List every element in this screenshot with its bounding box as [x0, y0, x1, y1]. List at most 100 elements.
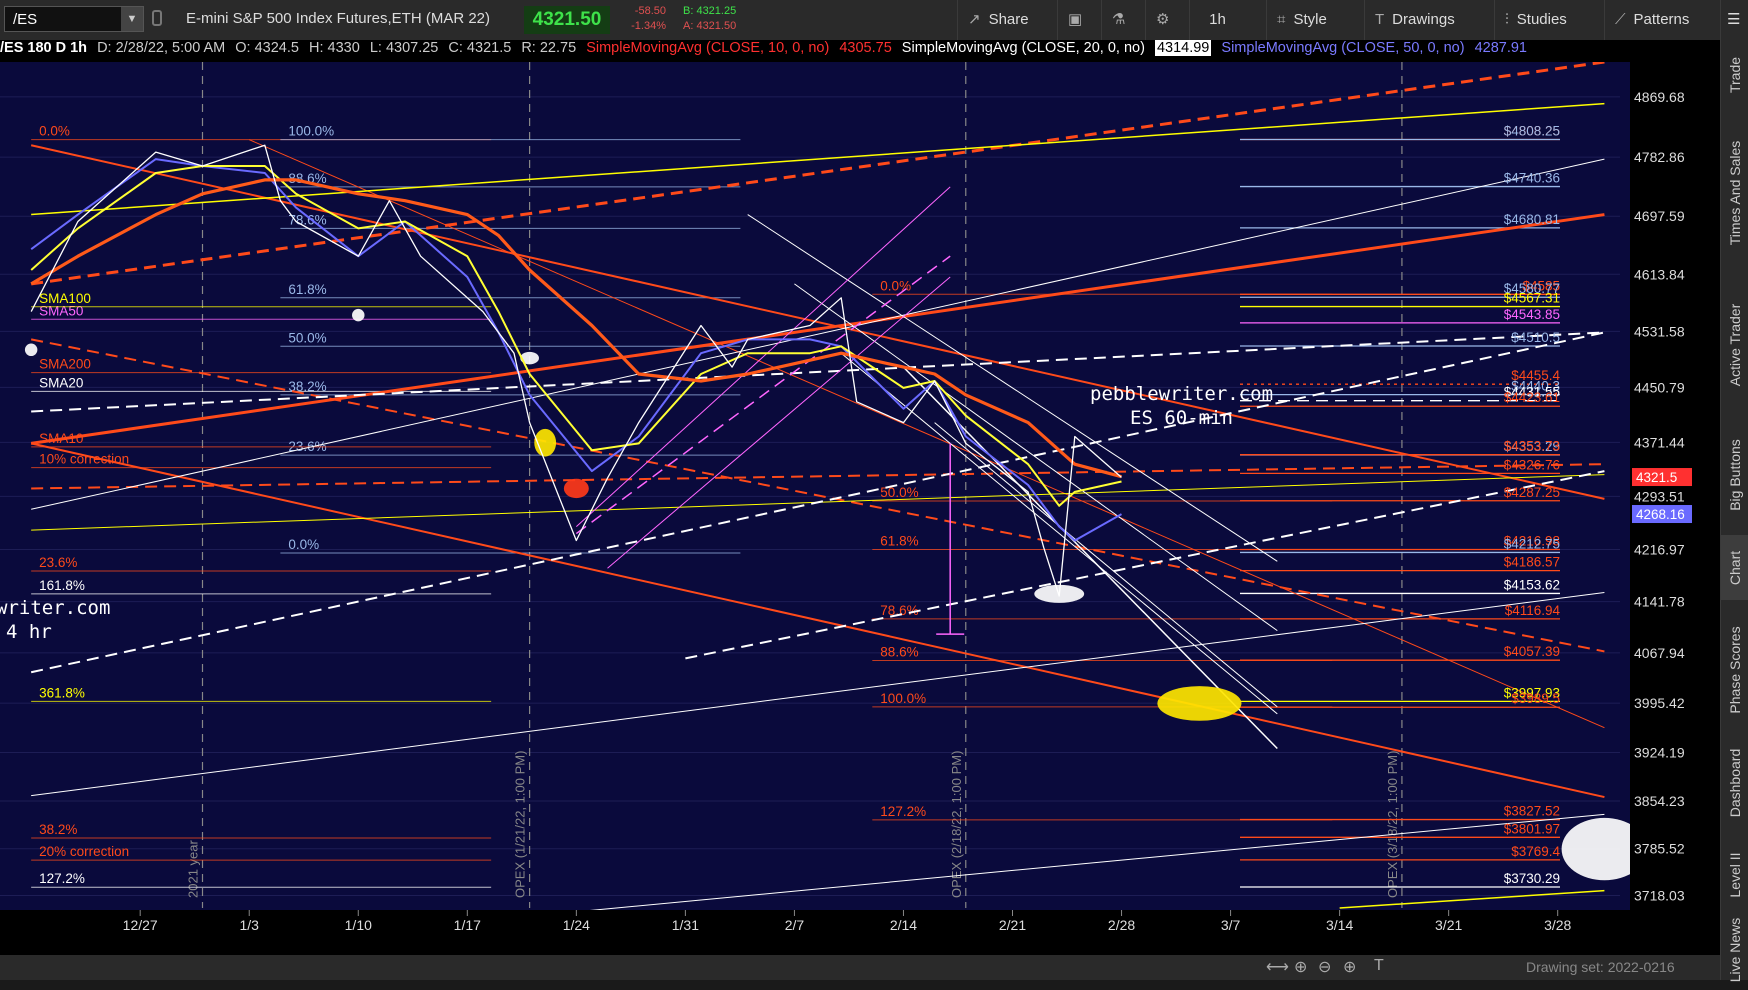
vertical-marker-label: OPEX (3/18/22, 1:00 PM): [1385, 751, 1400, 898]
studies-icon: ⫶: [1505, 11, 1509, 28]
price-tick-label: 4293.51: [1634, 488, 1685, 504]
sma10-legend[interactable]: SimpleMovingAvg (CLOSE, 10, 0, no): [586, 40, 830, 56]
price-tick-label: 4216.97: [1634, 542, 1685, 558]
price-tick-label: 4067.94: [1634, 645, 1685, 661]
tab-phase-scores[interactable]: Phase Scores: [1727, 626, 1743, 714]
crosshair-icon[interactable]: ⊕: [1294, 959, 1308, 976]
price-tick-label: 3854.23: [1634, 793, 1685, 809]
fib-level-label: 0.0%: [39, 124, 70, 139]
level-price-label: $4808.25: [1504, 123, 1560, 138]
level-price-label: $4212.75: [1504, 536, 1560, 551]
bar-range: R: 22.75: [521, 40, 577, 56]
chevron-down-icon[interactable]: ▼: [121, 7, 143, 31]
level-price-label: $4423.61: [1504, 390, 1560, 405]
tab-chart[interactable]: Chart: [1721, 535, 1748, 600]
trendline: [747, 214, 1278, 562]
bar-open: O: 4324.5: [235, 40, 299, 56]
left-watermark-label: 4 hr: [6, 621, 52, 643]
level-price-label: $3801.97: [1504, 821, 1560, 836]
highlight-ellipse: [24, 343, 38, 357]
price-tick-label: 4531.58: [1634, 323, 1685, 339]
trendline: [685, 470, 1605, 660]
sma-line-1: [30, 165, 1122, 507]
share-icon: ↗: [968, 11, 981, 28]
price-axis[interactable]: 4869.68 4782.86 4697.59 4613.84 4531.58 4450.…: [1630, 40, 1720, 960]
price-tick-label: 4141.78: [1634, 594, 1685, 610]
x-tick-label: 3/7: [1221, 917, 1241, 933]
x-tick-label: 1/24: [563, 917, 590, 933]
menu-button[interactable]: ☰: [1720, 0, 1748, 40]
settings-button[interactable]: ⚙: [1145, 0, 1189, 40]
price-tick-label: 3924.19: [1634, 745, 1685, 761]
level-price-label: $4567.31: [1504, 291, 1560, 306]
style-button[interactable]: ⌗ Style: [1266, 0, 1364, 40]
fib-level-label: 20% correction: [39, 844, 129, 859]
level-price-label: $4585: [1522, 278, 1560, 293]
price-tick-label: 4450.79: [1634, 379, 1685, 395]
drawings-button[interactable]: T Drawings: [1364, 0, 1494, 40]
trendline: [934, 422, 1278, 708]
trendline: [31, 591, 1605, 797]
fib-level-label: 88.6%: [880, 644, 918, 659]
price-tick-label: 3718.03: [1634, 887, 1685, 903]
sma20-legend[interactable]: SimpleMovingAvg (CLOSE, 20, 0, no): [901, 40, 1145, 56]
level-price-label: $3827.52: [1504, 804, 1560, 819]
trendline: [30, 442, 1605, 799]
tab-active-trader[interactable]: Active Trader: [1727, 303, 1743, 387]
x-tick-label: 12/27: [123, 917, 158, 933]
tab-dashboard[interactable]: Dashboard: [1727, 748, 1743, 817]
fib-level-label: 10% correction: [39, 452, 129, 467]
flask-button[interactable]: ⚗: [1101, 0, 1145, 40]
zoom-out-icon[interactable]: ⊖: [1318, 959, 1332, 976]
chart-plot[interactable]: OPEX (1/21/22, 1:00 PM) OPEX (2/18/22, 1:…: [0, 40, 1630, 960]
patterns-button[interactable]: ⟋ Patterns: [1604, 0, 1720, 40]
tab-trade[interactable]: Trade: [1727, 56, 1743, 94]
price-tick-label: 3995.42: [1634, 695, 1685, 711]
bid-value: B: 4321.25: [683, 5, 737, 17]
share-button[interactable]: ↗ Share: [957, 0, 1057, 40]
style-label: Style: [1293, 11, 1327, 28]
bar-date: D: 2/28/22, 5:00 AM: [97, 40, 226, 56]
trendline: [249, 139, 1605, 729]
trendline: [576, 186, 951, 527]
chart-area[interactable]: OPEX (1/21/22, 1:00 PM) OPEX (2/18/22, 1:…: [0, 40, 1630, 960]
tab-big-buttons[interactable]: Big Buttons: [1727, 439, 1743, 511]
x-tick-label: 1/3: [239, 917, 259, 933]
price-badge: [1632, 468, 1692, 487]
timeframe-button[interactable]: 1h: [1189, 0, 1245, 40]
link-icon[interactable]: [152, 10, 162, 26]
symbol-selector[interactable]: /ES ▼: [4, 6, 144, 32]
level-price-label: $4440.3: [1511, 379, 1560, 394]
text-tool-icon[interactable]: T: [1374, 957, 1384, 974]
patterns-label: Patterns: [1633, 11, 1690, 28]
trendline: [840, 352, 1278, 715]
text-tool-icon: T: [1375, 11, 1385, 28]
studies-button[interactable]: ⫶ Studies: [1494, 0, 1604, 40]
trendline: [31, 102, 1605, 216]
zoom-in-icon[interactable]: ⊕: [1343, 959, 1357, 976]
symbol-description: E-mini S&P 500 Index Futures,ETH (MAR 22…: [186, 10, 490, 27]
fib-level-label: 127.2%: [880, 804, 926, 819]
bar-low: L: 4307.25: [369, 40, 439, 56]
snapshot-button[interactable]: ▣: [1057, 0, 1101, 40]
level-price-label: $4543.85: [1504, 307, 1560, 322]
study-header: /ES 180 D 1h D: 2/28/22, 5:00 AM O: 4324…: [0, 40, 1630, 62]
drawings-label: Drawings: [1392, 11, 1455, 28]
share-label: Share: [988, 11, 1029, 28]
pan-icon[interactable]: ⟷: [1266, 959, 1289, 976]
vertical-marker-label: OPEX (1/21/22, 1:00 PM): [513, 751, 528, 898]
gear-icon: ⚙: [1156, 11, 1170, 28]
patterns-icon: ⟋: [1615, 11, 1626, 28]
tab-level-ii[interactable]: Level II: [1727, 852, 1743, 898]
price-tick-label: 4697.59: [1634, 208, 1685, 224]
ask-value: A: 4321.50: [683, 20, 737, 32]
highlight-ellipse: [1561, 817, 1630, 881]
sma50-value: 4287.91: [1474, 40, 1527, 56]
price-badge-label: 4321.5: [1636, 470, 1677, 485]
last-price: 4321.50: [524, 6, 610, 34]
fib-level-label: SMA20: [39, 375, 83, 390]
fib-level-label: 127.2%: [39, 871, 85, 886]
tab-live-news[interactable]: Live News: [1727, 917, 1743, 983]
sma50-legend[interactable]: SimpleMovingAvg (CLOSE, 50, 0, no): [1221, 40, 1465, 56]
tab-times-and-sales[interactable]: Times And Sales: [1727, 140, 1743, 245]
